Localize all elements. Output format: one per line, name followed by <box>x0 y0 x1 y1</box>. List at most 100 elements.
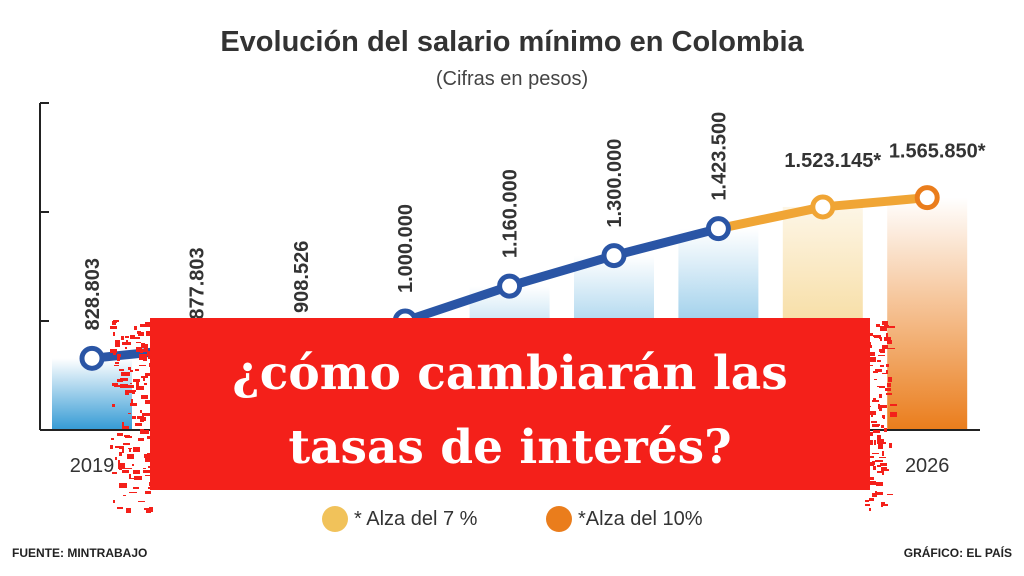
banner-brush-edge <box>885 370 888 375</box>
banner-brush-edge <box>132 469 140 475</box>
banner-brush-edge <box>878 393 882 398</box>
source-note: FUENTE: MINTRABAJO <box>12 546 148 560</box>
banner-brush-edge <box>143 507 149 511</box>
banner-brush-edge <box>884 337 891 342</box>
banner-brush-edge <box>884 469 890 472</box>
banner-brush-edge <box>871 461 875 466</box>
banner-brush-edge <box>882 372 888 375</box>
banner-brush-edge <box>877 470 885 473</box>
legend-swatch-yellow-icon <box>322 506 348 532</box>
banner-brush-edge <box>882 417 886 419</box>
banner-brush-edge <box>877 439 885 445</box>
banner-brush-edge <box>875 336 881 338</box>
banner-brush-edge <box>866 354 870 360</box>
banner-brush-edge <box>889 404 898 407</box>
banner-brush-edge <box>121 421 125 426</box>
legend-swatch-orange-icon <box>546 506 572 532</box>
banner-line-1: ¿cómo cambiarán las <box>232 346 788 401</box>
banner-brush-edge <box>125 347 128 349</box>
data-label: 877.803 <box>186 247 208 319</box>
banner-brush-edge <box>140 351 144 354</box>
line-segment <box>818 193 932 212</box>
banner-brush-edge <box>131 463 135 467</box>
banner-brush-edge <box>885 392 893 395</box>
banner-brush-edge <box>149 405 157 408</box>
banner-brush-edge <box>889 412 897 417</box>
banner-brush-edge <box>872 370 878 373</box>
banner-brush-edge <box>864 499 870 503</box>
banner-brush-edge <box>888 377 893 382</box>
data-point <box>79 345 105 371</box>
banner-brush-edge <box>865 504 870 507</box>
line-segment <box>713 202 828 234</box>
banner-brush-edge <box>882 320 888 326</box>
banner-brush-edge <box>866 442 871 445</box>
banner-brush-edge <box>114 446 121 448</box>
banner-brush-edge <box>147 452 153 457</box>
banner-brush-edge <box>135 380 139 386</box>
banner-brush-edge <box>871 492 877 497</box>
legend-item-alza10: *Alza del 10% <box>546 506 703 532</box>
banner-brush-edge <box>883 427 887 432</box>
banner-brush-edge <box>877 359 881 363</box>
banner-brush-edge <box>884 387 892 391</box>
banner-brush-edge <box>144 430 150 434</box>
banner-brush-edge <box>144 382 147 385</box>
banner-brush-edge <box>122 442 131 446</box>
legend-label: * Alza del 7 % <box>354 507 478 530</box>
banner-brush-edge <box>113 351 117 355</box>
x-tick-label: 2026 <box>905 455 950 477</box>
banner-brush-edge <box>118 451 122 456</box>
banner-brush-edge <box>879 326 887 332</box>
banner-brush-edge <box>118 368 125 372</box>
banner-brush-edge <box>142 469 151 474</box>
line-segment <box>505 251 619 291</box>
banner-brush-edge <box>116 433 124 437</box>
banner-brush-edge <box>145 399 153 404</box>
banner-brush-edge <box>110 438 115 441</box>
data-label: 1.565.850* <box>889 141 986 163</box>
banner-brush-edge <box>883 325 890 327</box>
data-label: 1.423.500 <box>708 112 730 201</box>
banner-brush-edge <box>866 432 873 436</box>
banner-brush-edge <box>111 404 115 407</box>
banner-brush-edge <box>886 383 891 387</box>
x-tick-label: 2019 <box>70 455 115 477</box>
bar-8 <box>887 197 968 430</box>
banner-brush-edge <box>876 434 881 439</box>
banner-brush-edge <box>879 456 886 458</box>
banner-brush-edge <box>874 369 882 373</box>
banner-brush-edge <box>877 403 881 409</box>
banner-brush-edge <box>877 444 884 449</box>
banner-brush-edge <box>113 500 116 503</box>
banner-brush-edge <box>869 332 873 337</box>
banner-brush-edge <box>139 410 143 414</box>
banner-brush-edge <box>134 337 140 340</box>
banner-brush-edge <box>123 494 127 497</box>
banner-brush-edge <box>875 459 884 462</box>
banner-brush-edge <box>877 442 886 444</box>
banner-brush-edge <box>888 443 893 449</box>
banner-brush-edge <box>145 354 150 357</box>
banner-brush-edge <box>126 384 134 388</box>
banner-brush-edge <box>116 353 121 357</box>
banner-brush-edge <box>874 378 877 380</box>
banner-brush-edge <box>128 474 132 479</box>
banner-brush-edge <box>114 365 120 367</box>
banner-brush-edge <box>140 417 144 422</box>
banner-brush-edge <box>138 332 145 337</box>
banner-brush-edge <box>873 440 877 445</box>
banner-brush-edge <box>145 350 149 352</box>
headline-banner <box>150 318 870 490</box>
banner-brush-edge <box>881 472 885 475</box>
banner-brush-edge <box>147 435 155 439</box>
banner-brush-edge <box>125 336 130 338</box>
banner-brush-edge <box>129 334 136 340</box>
banner-brush-edge <box>139 429 144 434</box>
banner-brush-edge <box>110 349 117 354</box>
banner-brush-edge <box>144 457 151 463</box>
data-point <box>914 185 940 211</box>
banner-brush-edge <box>119 467 122 471</box>
banner-brush-edge <box>865 341 872 346</box>
banner-brush-edge <box>145 372 151 376</box>
